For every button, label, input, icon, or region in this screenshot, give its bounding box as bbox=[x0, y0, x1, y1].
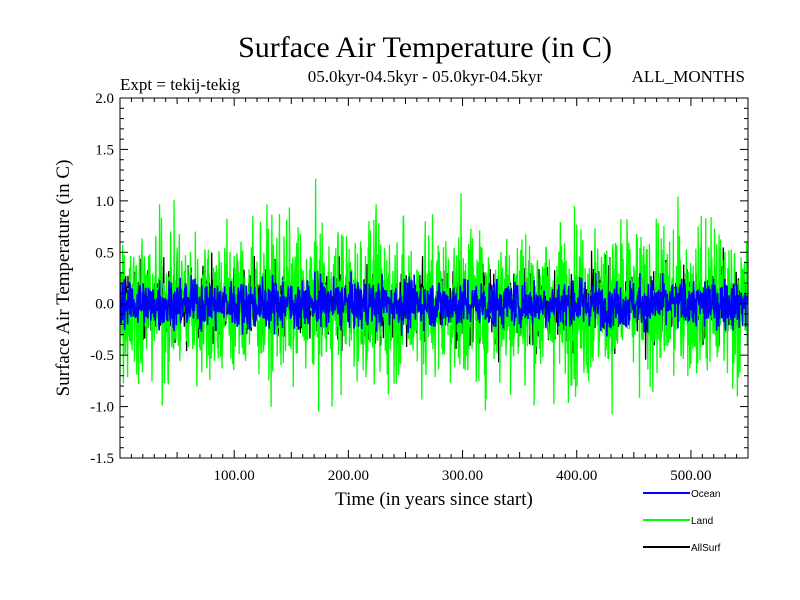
y-tick-label: -0.5 bbox=[90, 348, 114, 364]
land-series-line bbox=[120, 178, 748, 415]
y-tick-label: 2.0 bbox=[95, 91, 114, 107]
y-tick-label: 1.5 bbox=[95, 142, 114, 158]
experiment-label: Expt = tekij-tekig bbox=[120, 75, 241, 94]
legend: Ocean Land AllSurf bbox=[643, 489, 721, 554]
plot-frame bbox=[119, 97, 749, 459]
ticks-layer: 100.00 200.00 300.00 400.00 500.00 -1.5 -1.0 -0… bbox=[90, 91, 748, 484]
x-tick-label: 500.00 bbox=[670, 468, 711, 484]
plot-area: 100.00 200.00 300.00 400.00 500.00 -1.5 -1.0 -0… bbox=[90, 91, 749, 484]
y-tick-label: -1.0 bbox=[90, 400, 114, 416]
chart-title: Surface Air Temperature (in C) bbox=[238, 31, 612, 64]
ocean-legend-label: Ocean bbox=[691, 489, 720, 500]
x-axis-label: Time (in years since start) bbox=[335, 489, 533, 510]
y-tick-label: -1.5 bbox=[90, 451, 114, 467]
y-tick-label: 1.0 bbox=[95, 194, 114, 210]
allsurf-legend-label: AllSurf bbox=[691, 543, 721, 554]
x-tick-label: 100.00 bbox=[214, 468, 255, 484]
x-tick-label: 300.00 bbox=[442, 468, 483, 484]
y-tick-label: 0.5 bbox=[95, 245, 114, 261]
y-axis-label: Surface Air Temperature (in C) bbox=[53, 160, 74, 397]
months-label: ALL_MONTHS bbox=[632, 67, 745, 86]
x-tick-label: 200.00 bbox=[328, 468, 369, 484]
land-legend-label: Land bbox=[691, 516, 713, 527]
period-label: 05.0kyr-04.5kyr - 05.0kyr-04.5kyr bbox=[308, 67, 543, 86]
ocean-series-line bbox=[120, 271, 748, 337]
y-tick-label: 0.0 bbox=[95, 297, 114, 313]
series-layer bbox=[120, 178, 748, 415]
x-tick-label: 400.00 bbox=[556, 468, 597, 484]
